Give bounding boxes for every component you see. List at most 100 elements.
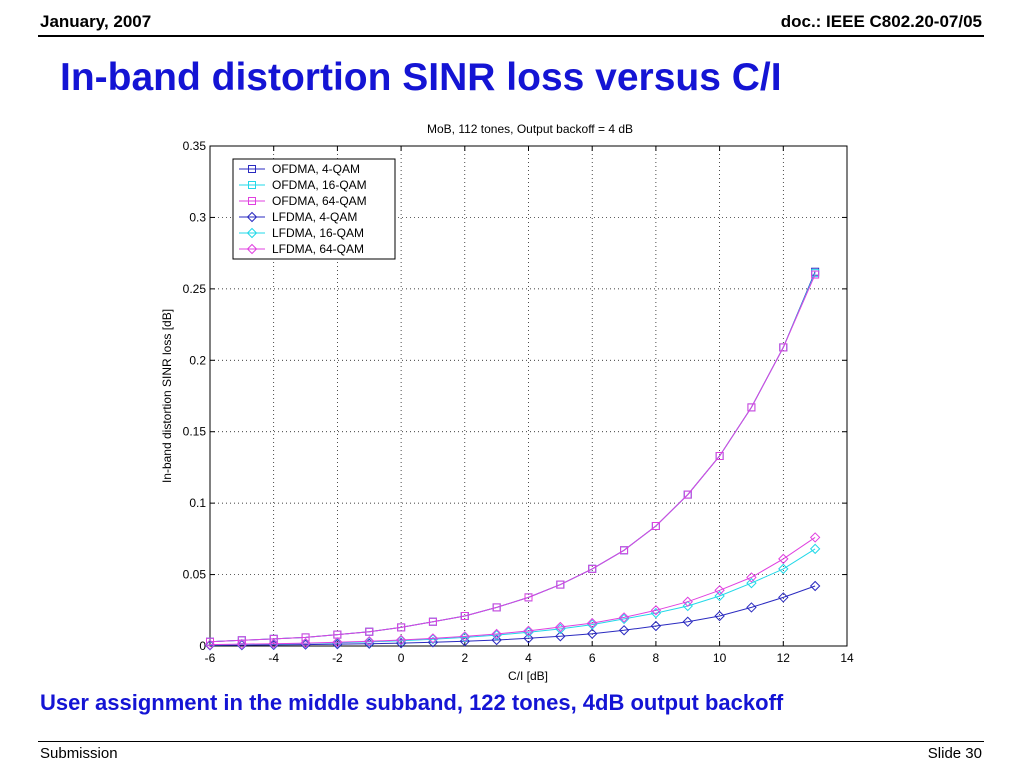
data-point <box>523 625 534 637</box>
x-tick-label: 4 <box>525 651 532 665</box>
x-tick-label: 6 <box>589 651 596 665</box>
legend-label: OFDMA, 4-QAM <box>272 162 360 176</box>
data-point <box>682 600 693 612</box>
data-point <box>555 631 566 642</box>
axis-ticks: -6 -4 -2 0 2 4 6 8 10 12 14 0 0.05 0.1 0.15 0.2 0.25 0.3 0… <box>183 139 854 665</box>
data-point <box>492 603 501 612</box>
chart-title: MoB, 112 tones, Output backoff = 4 dB <box>427 122 633 136</box>
header-date: January, 2007 <box>40 12 152 31</box>
y-tick-label: 0 <box>199 639 206 653</box>
x-axis-label: C/I [dB] <box>508 669 548 683</box>
x-tick-label: 14 <box>840 651 854 665</box>
data-point <box>301 633 310 642</box>
data-point <box>714 610 725 622</box>
slide-caption: User assignment in the middle subband, 1… <box>40 690 784 715</box>
data-point <box>809 580 821 592</box>
data-point <box>556 580 565 589</box>
legend-marker <box>248 197 256 205</box>
y-tick-label: 0.15 <box>183 425 207 439</box>
data-point <box>459 631 471 642</box>
series-line <box>209 271 816 643</box>
series-2 <box>206 269 820 646</box>
data-point <box>650 605 662 616</box>
data-point <box>778 592 789 603</box>
legend-entry: OFDMA, 16-QAM <box>239 178 367 192</box>
data-point <box>236 638 248 650</box>
data-point <box>428 617 437 626</box>
data-point <box>300 637 311 649</box>
data-point <box>811 270 820 279</box>
legend-label: OFDMA, 64-QAM <box>272 194 367 208</box>
data-point <box>268 638 279 649</box>
data-point <box>618 613 630 625</box>
legend-marker <box>246 211 258 223</box>
data-point <box>682 596 693 607</box>
legend-box <box>232 158 396 260</box>
footer-slide-number: Slide 30 <box>927 745 982 762</box>
data-point <box>586 617 598 629</box>
data-point <box>460 612 469 620</box>
legend-entry: LFDMA, 64-QAM <box>239 242 364 256</box>
y-tick-label: 0.05 <box>183 568 207 582</box>
x-tick-label: 8 <box>653 651 660 665</box>
data-point <box>715 452 724 460</box>
data-point <box>778 563 789 575</box>
data-point <box>586 628 598 639</box>
series-3 <box>206 270 820 646</box>
data-point <box>746 577 757 589</box>
data-point <box>395 634 407 646</box>
data-point <box>747 403 756 412</box>
y-tick-label: 0.2 <box>189 353 206 367</box>
series-line <box>209 272 816 643</box>
footer-submission: Submission <box>40 745 118 762</box>
data-point <box>809 543 821 555</box>
series-line <box>209 585 816 646</box>
data-point <box>555 621 566 633</box>
y-tick-label: 0.25 <box>183 282 207 296</box>
x-tick-label: -2 <box>332 651 343 665</box>
legend-marker <box>246 243 258 255</box>
x-tick-label: -6 <box>205 651 216 665</box>
data-point <box>778 553 789 565</box>
data-point <box>746 602 757 613</box>
data-point <box>779 343 788 352</box>
data-point <box>459 636 471 647</box>
legend-marker <box>246 227 258 239</box>
legend-label: LFDMA, 16-QAM <box>272 226 364 240</box>
x-tick-label: -4 <box>268 651 279 665</box>
y-tick-label: 0.3 <box>189 210 206 224</box>
data-point <box>588 564 597 573</box>
data-point <box>332 637 343 648</box>
legend-label: LFDMA, 64-QAM <box>272 242 364 256</box>
data-point <box>618 625 630 636</box>
data-point <box>651 522 660 530</box>
legend-entry: LFDMA, 4-QAM <box>239 210 357 224</box>
x-tick-label: 10 <box>713 651 727 665</box>
data-point <box>746 572 757 583</box>
series-line <box>209 274 816 643</box>
data-point <box>269 634 278 643</box>
data-point <box>809 532 821 543</box>
data-point <box>683 490 692 499</box>
series-layer <box>204 267 821 651</box>
header-doc-id: doc.: IEEE C802.20-07/05 <box>780 12 982 31</box>
series-line <box>209 548 816 646</box>
data-point <box>397 623 406 632</box>
data-point <box>524 593 533 602</box>
data-point <box>714 585 725 596</box>
legend: OFDMA, 4-QAM OFDMA, 16-QAM OFDMA, 64-QAM LF… <box>232 158 396 260</box>
series-1 <box>206 267 820 646</box>
series-5 <box>204 543 821 650</box>
data-point <box>395 635 407 646</box>
data-point <box>523 633 534 644</box>
x-tick-label: 2 <box>461 651 468 665</box>
legend-label: OFDMA, 16-QAM <box>272 178 367 192</box>
legend-entry: OFDMA, 4-QAM <box>239 162 360 176</box>
data-point <box>204 639 216 650</box>
footer-divider <box>38 741 984 742</box>
data-point <box>618 612 630 623</box>
legend-label: LFDMA, 4-QAM <box>272 210 357 224</box>
legend-marker <box>248 165 256 173</box>
slide-title: In-band distortion SINR loss versus C/I <box>60 56 782 99</box>
